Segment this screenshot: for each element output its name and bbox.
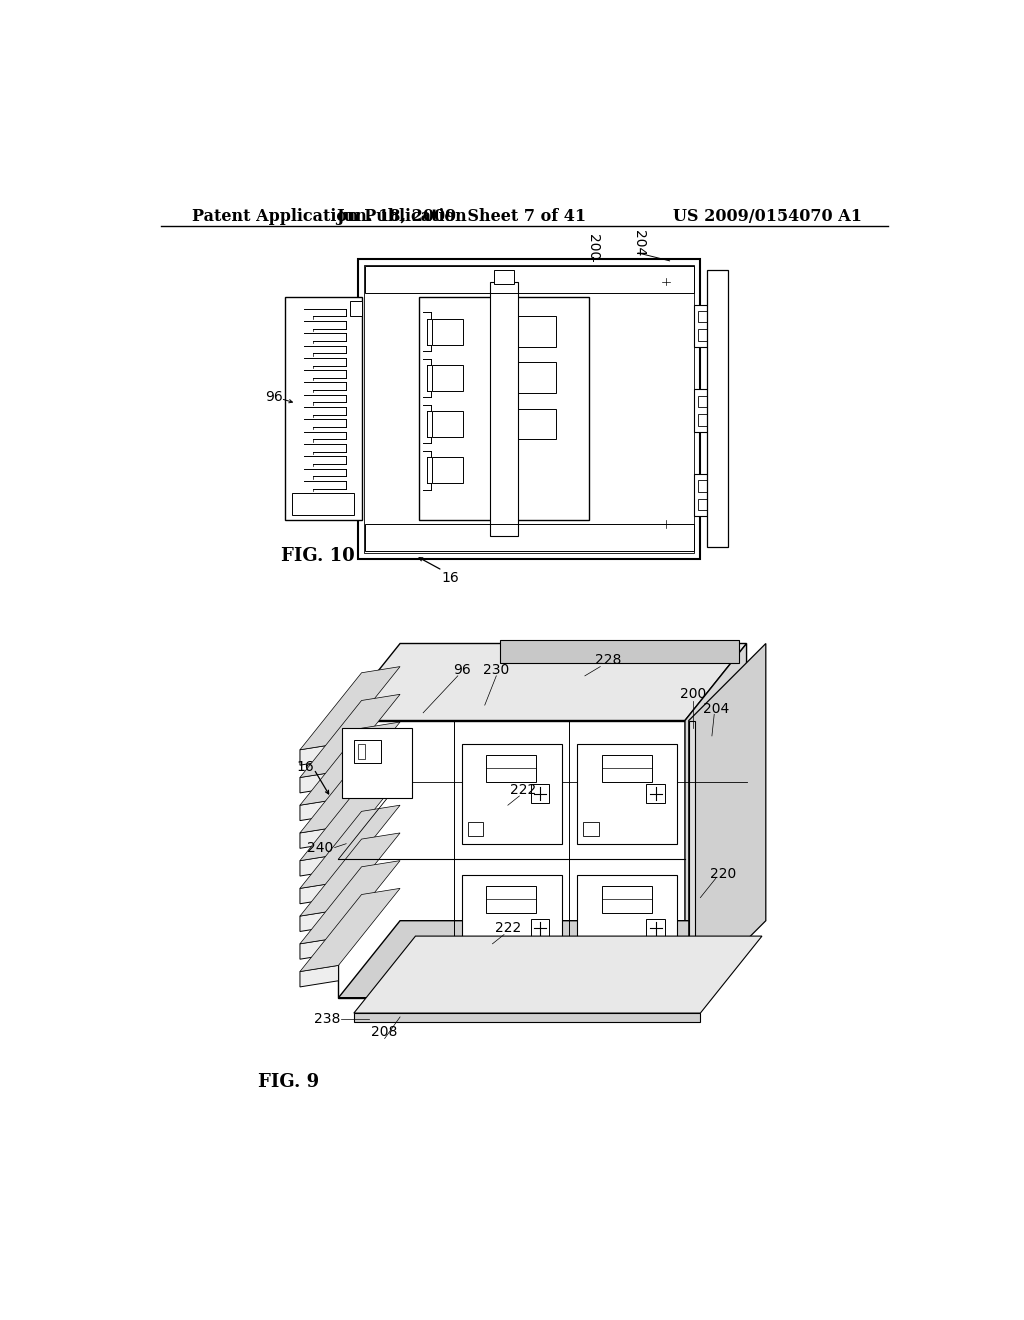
Bar [602, 755, 652, 781]
Bar [468, 961, 483, 974]
Polygon shape [300, 826, 339, 849]
Polygon shape [300, 777, 400, 861]
Polygon shape [339, 644, 746, 721]
Bar [357, 259, 700, 558]
Bar [707, 271, 728, 548]
Polygon shape [689, 644, 766, 998]
Bar [494, 271, 514, 284]
Text: FIG. 9: FIG. 9 [258, 1073, 318, 1092]
Polygon shape [339, 721, 685, 998]
Polygon shape [300, 861, 400, 944]
Bar [518, 409, 556, 440]
Polygon shape [300, 799, 339, 821]
Text: 16: 16 [296, 760, 314, 774]
Bar [698, 499, 714, 511]
Bar [292, 494, 354, 515]
Text: 96: 96 [265, 391, 283, 404]
Polygon shape [300, 805, 400, 888]
Bar [462, 743, 562, 843]
Text: 222: 222 [510, 783, 537, 797]
Bar [366, 267, 694, 293]
Bar [490, 281, 518, 536]
Polygon shape [300, 750, 400, 833]
Bar [646, 919, 665, 937]
Polygon shape [300, 854, 339, 876]
Bar [285, 297, 361, 520]
Text: 228: 228 [595, 653, 622, 668]
Text: 220: 220 [711, 867, 736, 882]
Polygon shape [300, 771, 339, 793]
Polygon shape [300, 909, 339, 932]
Bar [694, 305, 717, 347]
Polygon shape [300, 667, 400, 750]
Polygon shape [354, 936, 762, 1014]
Text: 204: 204 [632, 230, 646, 256]
Bar [432, 457, 463, 483]
Polygon shape [300, 722, 400, 805]
Bar [350, 301, 361, 317]
Text: 208: 208 [372, 1026, 398, 1039]
Bar [698, 330, 714, 341]
Polygon shape [300, 833, 400, 916]
Bar [646, 784, 665, 803]
Bar [419, 297, 589, 520]
Bar [486, 886, 537, 913]
Polygon shape [300, 937, 339, 960]
Bar [578, 874, 677, 982]
Bar [486, 755, 537, 781]
Bar [366, 524, 694, 552]
Bar [518, 363, 556, 393]
Bar [357, 743, 366, 759]
Polygon shape [685, 644, 746, 998]
Bar [342, 729, 412, 797]
Text: 230: 230 [483, 664, 509, 677]
Text: US 2009/0154070 A1: US 2009/0154070 A1 [673, 207, 862, 224]
Text: 200: 200 [586, 234, 600, 260]
Bar [698, 312, 714, 322]
Bar [698, 396, 714, 407]
Polygon shape [300, 694, 400, 777]
Text: 240: 240 [307, 841, 333, 854]
Text: Jun. 18, 2009  Sheet 7 of 41: Jun. 18, 2009 Sheet 7 of 41 [337, 207, 587, 224]
Bar [531, 919, 550, 937]
Bar [432, 411, 463, 437]
Polygon shape [339, 921, 746, 998]
Polygon shape [300, 882, 339, 904]
Bar [518, 317, 556, 347]
Bar [584, 822, 599, 836]
Polygon shape [300, 965, 339, 987]
Bar [354, 739, 381, 763]
Text: 238: 238 [313, 1012, 340, 1026]
Bar [432, 364, 463, 391]
Polygon shape [354, 1014, 700, 1022]
Bar [462, 874, 562, 982]
Bar [432, 318, 463, 345]
Text: FIG. 10: FIG. 10 [281, 548, 354, 565]
Text: 200: 200 [680, 686, 706, 701]
Polygon shape [500, 640, 739, 663]
Bar [584, 961, 599, 974]
Polygon shape [300, 888, 400, 972]
Bar [468, 822, 483, 836]
Bar [694, 389, 717, 432]
Bar [694, 474, 717, 516]
Bar [698, 480, 714, 492]
Bar [602, 886, 652, 913]
Polygon shape [300, 743, 339, 766]
Bar [698, 414, 714, 425]
Text: 222: 222 [495, 921, 521, 936]
Bar [364, 264, 694, 553]
Text: 16: 16 [441, 572, 459, 585]
Bar [689, 721, 695, 998]
Bar [531, 784, 550, 803]
Bar [578, 743, 677, 843]
Text: Patent Application Publication: Patent Application Publication [193, 207, 467, 224]
Text: 96: 96 [453, 664, 471, 677]
Text: 204: 204 [702, 702, 729, 715]
